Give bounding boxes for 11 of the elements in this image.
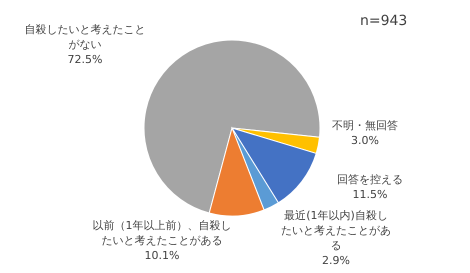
slice-label: 自殺したいと考えたことがない <box>24 22 146 52</box>
slice-label: 不明・無回答 <box>331 118 399 133</box>
text: n=943 <box>360 13 408 29</box>
slice-label: 以前（1年以上前）、自殺したいと考えたことがある <box>92 218 232 248</box>
data-label: 10.1% <box>144 248 180 263</box>
slice-label: 回答を控える <box>336 172 404 187</box>
data-label: 2.9% <box>321 253 351 268</box>
data-label: 11.5% <box>352 187 388 202</box>
data-label: 3.0% <box>350 133 380 148</box>
data-label: 72.5% <box>66 52 104 67</box>
slice-label: 最近(1年以内)自殺したいと考えたことがある <box>280 208 392 253</box>
